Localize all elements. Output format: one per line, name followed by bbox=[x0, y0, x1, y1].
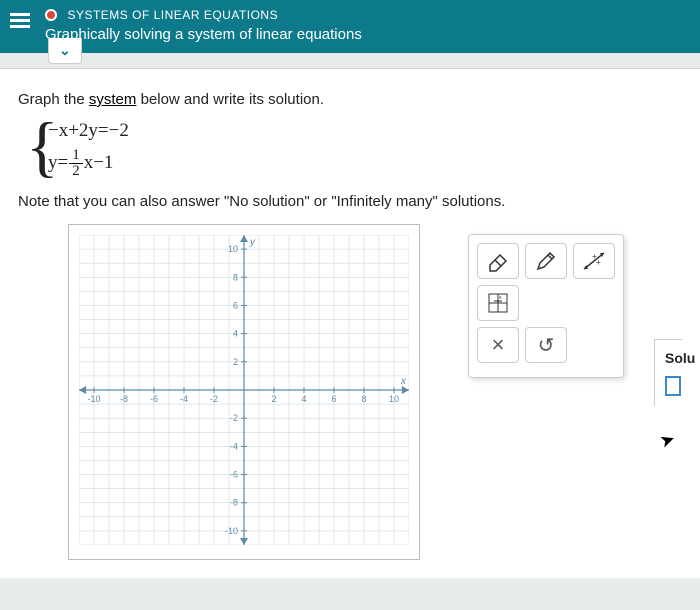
header-bar: SYSTEMS OF LINEAR EQUATIONS Graphically … bbox=[0, 0, 700, 53]
svg-text:10: 10 bbox=[228, 244, 238, 254]
question-prefix: Graph the bbox=[18, 91, 89, 108]
undo-icon: ↺ bbox=[538, 333, 555, 358]
svg-text:6: 6 bbox=[331, 394, 336, 404]
svg-text:-8: -8 bbox=[120, 394, 128, 404]
content-area: Graph the system below and write its sol… bbox=[0, 68, 700, 578]
svg-text:2: 2 bbox=[271, 394, 276, 404]
frac-den: 2 bbox=[69, 164, 83, 179]
graph-container: -10-10-8-8-6-6-4-4-2-2224466881010xy bbox=[68, 224, 420, 560]
coordinate-graph[interactable]: -10-10-8-8-6-6-4-4-2-2224466881010xy bbox=[79, 235, 409, 545]
svg-text:+: + bbox=[596, 258, 601, 267]
undo-tool-button[interactable]: ↺ bbox=[525, 327, 567, 363]
chevron-down-icon[interactable]: ⌄ bbox=[48, 38, 82, 64]
solution-input[interactable] bbox=[665, 376, 681, 396]
pencil-icon bbox=[533, 249, 559, 273]
svg-text:-10: -10 bbox=[225, 526, 238, 536]
svg-text:x: x bbox=[499, 295, 502, 301]
left-brace-icon: { bbox=[26, 116, 59, 176]
topic-label: SYSTEMS OF LINEAR EQUATIONS bbox=[67, 8, 278, 22]
svg-text:-4: -4 bbox=[180, 394, 188, 404]
system-link[interactable]: system bbox=[89, 91, 137, 108]
pencil-tool-button[interactable] bbox=[525, 243, 567, 279]
question-suffix: below and write its solution. bbox=[136, 91, 324, 108]
equation-2: y=12x−1 bbox=[48, 148, 682, 179]
page-subtitle: Graphically solving a system of linear e… bbox=[45, 26, 690, 43]
solution-panel: Solu bbox=[654, 339, 682, 406]
equation-system: { −x+2y=−2 y=12x−1 bbox=[32, 120, 682, 179]
svg-text:x: x bbox=[400, 376, 407, 387]
equation-1: −x+2y=−2 bbox=[48, 120, 682, 142]
tool-panel: ++ x × ↺ bbox=[468, 234, 624, 378]
svg-text:8: 8 bbox=[361, 394, 366, 404]
svg-text:-6: -6 bbox=[150, 394, 158, 404]
svg-text:4: 4 bbox=[301, 394, 306, 404]
svg-text:y: y bbox=[249, 237, 256, 248]
line-tool-button[interactable]: ++ bbox=[573, 243, 615, 279]
note-text: Note that you can also answer "No soluti… bbox=[18, 193, 682, 210]
eraser-tool-button[interactable] bbox=[477, 243, 519, 279]
close-icon: × bbox=[492, 332, 505, 358]
eraser-icon bbox=[485, 249, 511, 273]
svg-text:-6: -6 bbox=[230, 470, 238, 480]
svg-text:2: 2 bbox=[233, 357, 238, 367]
svg-text:-10: -10 bbox=[87, 394, 100, 404]
close-tool-button[interactable]: × bbox=[477, 327, 519, 363]
eq2-post: x−1 bbox=[84, 152, 114, 173]
svg-text:-8: -8 bbox=[230, 498, 238, 508]
point-grid-icon: x bbox=[485, 291, 511, 315]
svg-text:-4: -4 bbox=[230, 441, 238, 451]
menu-icon[interactable] bbox=[10, 10, 30, 31]
work-area: -10-10-8-8-6-6-4-4-2-2224466881010xy ++ … bbox=[18, 224, 682, 560]
fraction: 12 bbox=[69, 148, 83, 179]
frac-num: 1 bbox=[69, 148, 83, 164]
svg-text:6: 6 bbox=[233, 300, 238, 310]
point-tool-button[interactable]: x bbox=[477, 285, 519, 321]
line-icon: ++ bbox=[581, 249, 607, 273]
solution-label: Solu bbox=[665, 350, 682, 366]
topic-dot-icon bbox=[45, 9, 57, 21]
svg-text:8: 8 bbox=[233, 272, 238, 282]
svg-text:-2: -2 bbox=[210, 394, 218, 404]
svg-text:10: 10 bbox=[389, 394, 399, 404]
svg-text:4: 4 bbox=[233, 329, 238, 339]
question-text: Graph the system below and write its sol… bbox=[18, 91, 682, 108]
svg-text:-2: -2 bbox=[230, 413, 238, 423]
